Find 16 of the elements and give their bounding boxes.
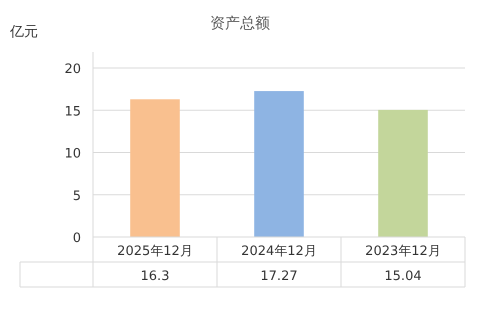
y-tick-label: 0 — [72, 231, 81, 246]
y-tick-label: 5 — [72, 188, 81, 204]
y-tick-label: 20 — [64, 62, 81, 77]
x-tick-label: 2025年12月 — [117, 244, 193, 259]
y-tick-label: 10 — [64, 146, 81, 162]
x-tick-label: 2024年12月 — [241, 244, 317, 259]
bar — [254, 91, 304, 237]
data-label: 16.3 — [140, 269, 170, 284]
y-tick-label: 15 — [64, 104, 81, 120]
y-axis-title: 亿元 — [9, 24, 38, 40]
bar — [130, 99, 180, 237]
data-label: 15.04 — [384, 269, 422, 284]
data-label: 17.27 — [260, 269, 298, 284]
x-tick-label: 2023年12月 — [365, 244, 441, 259]
chart-title: 资产总额 — [210, 14, 270, 32]
bar — [378, 110, 428, 237]
